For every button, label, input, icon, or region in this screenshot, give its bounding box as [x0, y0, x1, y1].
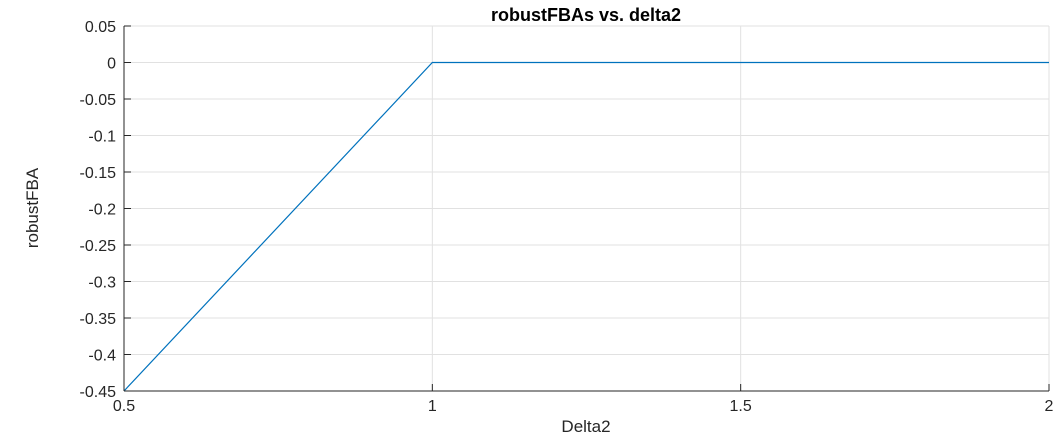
- chart-title: robustFBAs vs. delta2: [491, 5, 681, 25]
- y-tick-label-1: 0: [107, 56, 116, 73]
- y-tick-label-10: -0.45: [80, 384, 117, 401]
- y-tick-label-9: -0.4: [88, 348, 116, 365]
- x-tick-label-1: 1: [428, 398, 437, 415]
- series-line-0: [123, 61, 1049, 392]
- y-tick-label-4: -0.15: [80, 165, 117, 182]
- x-tick-labels: 0.5 1 1.5 2: [113, 398, 1054, 415]
- series-group: [123, 61, 1049, 392]
- y-tick-label-8: -0.35: [80, 311, 117, 328]
- y-tick-label-7: -0.3: [88, 275, 116, 292]
- x-tick-label-3: 2: [1045, 398, 1054, 415]
- y-tick-label-6: -0.25: [80, 238, 117, 255]
- x-axis-label: Delta2: [561, 417, 610, 436]
- y-tick-label-0: 0.05: [85, 19, 116, 36]
- y-tick-label-3: -0.1: [88, 129, 116, 146]
- x-tick-label-0: 0.5: [113, 398, 135, 415]
- axes: [123, 25, 1050, 392]
- y-axis-label: robustFBA: [23, 167, 42, 248]
- x-tick-label-2: 1.5: [730, 398, 752, 415]
- y-tick-label-2: -0.05: [80, 92, 117, 109]
- y-tick-labels: 0.05 0 -0.05 -0.1 -0.15 -0.2 -0.25 -0.3 -0.35 -0.…: [80, 19, 117, 401]
- y-tick-label-5: -0.2: [88, 202, 116, 219]
